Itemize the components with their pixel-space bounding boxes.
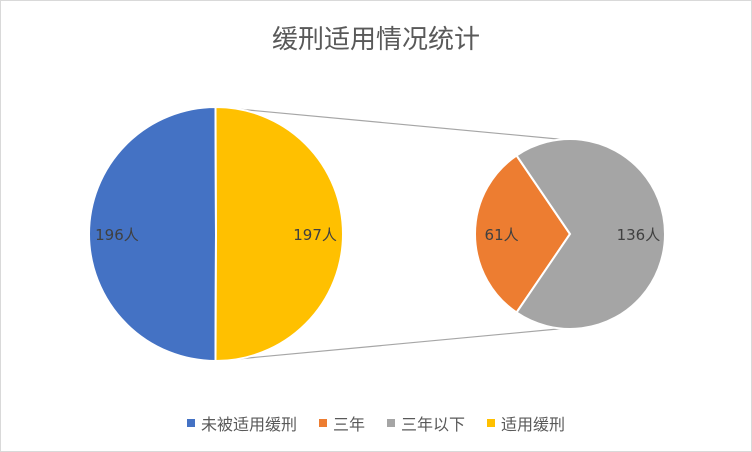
legend-swatch (387, 419, 395, 427)
secondary-data-label-0: 61人 (485, 226, 519, 244)
connector-line-top (215, 106, 562, 140)
legend-swatch (487, 419, 496, 427)
legend-label: 未被适用缓刑 (200, 415, 297, 434)
primary-data-label-1: 197人 (293, 226, 337, 244)
chart-title: 缓刑适用情况统计 (271, 25, 480, 55)
legend-item-2: 三年以下 (387, 411, 465, 435)
primary-pie-slice-0 (88, 105, 218, 363)
connector-line-bottom (215, 328, 562, 362)
legend-swatch (318, 419, 327, 427)
legend-item-0: 未被适用缓刑 (186, 411, 297, 435)
secondary-pie-slice-0 (474, 154, 572, 314)
legend-swatch (186, 419, 195, 427)
secondary-pie-slice-1 (515, 138, 666, 330)
legend-label: 三年以下 (401, 415, 466, 434)
primary-pie-slice-1 (214, 106, 344, 362)
legend-item-1: 三年 (318, 411, 365, 435)
secondary-data-label-1: 136人 (617, 226, 661, 244)
legend-item-3: 适用缓刑 (487, 411, 565, 435)
legend-label: 适用缓刑 (501, 415, 566, 434)
legend-label: 三年 (332, 415, 365, 434)
chart-legend: 未被适用缓刑 三年 三年以下 适用缓刑 (1, 411, 751, 435)
primary-data-label-0: 196人 (95, 226, 139, 244)
